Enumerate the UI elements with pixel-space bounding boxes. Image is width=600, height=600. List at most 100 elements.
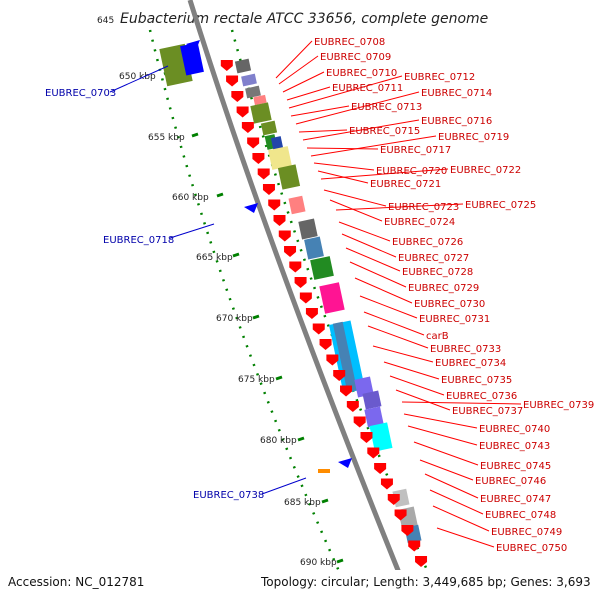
gene-feature-block[interactable]: [180, 42, 204, 76]
gene-forward-arrow[interactable]: [231, 91, 244, 102]
gene-feature-block[interactable]: [362, 390, 382, 410]
gene-forward-arrow[interactable]: [380, 478, 393, 490]
gene-forward-arrow[interactable]: [305, 308, 318, 319]
tick-mark: [321, 498, 329, 504]
label-leader-line: [359, 295, 418, 319]
gene-label-right: EUBREC_0737: [452, 406, 523, 417]
gene-feature-block[interactable]: [298, 218, 318, 240]
gene-forward-arrow[interactable]: [241, 122, 254, 133]
gene-feature-block[interactable]: [245, 85, 261, 99]
gene-forward-arrow[interactable]: [401, 525, 414, 536]
gene-feature-block[interactable]: [332, 321, 358, 393]
gene-forward-arrow[interactable]: [319, 339, 332, 350]
label-leader-line-left: [109, 65, 169, 93]
gene-forward-arrow[interactable]: [252, 153, 265, 164]
tick-label: 670 kbp: [216, 314, 253, 324]
gene-feature-block[interactable]: [369, 422, 393, 452]
genome-summary-text: Topology: circular; Length: 3,449,685 bp…: [260, 575, 591, 589]
gene-label-right: EUBREC_0747: [480, 494, 551, 505]
gene-forward-arrow[interactable]: [220, 60, 233, 71]
label-leader-line: [282, 71, 325, 93]
gene-forward-arrow[interactable]: [257, 168, 270, 180]
gene-label-left: EUBREC_0718: [103, 235, 174, 246]
gene-forward-arrow[interactable]: [262, 184, 275, 195]
gene-label-right: EUBREC_0715: [349, 126, 420, 137]
gene-forward-arrow[interactable]: [247, 137, 260, 149]
gene-forward-arrow[interactable]: [268, 199, 281, 211]
gene-reverse-arrow[interactable]: [244, 203, 258, 213]
gene-forward-arrow[interactable]: [340, 385, 353, 397]
gene-label-right: EUBREC_0739: [523, 400, 594, 411]
gene-feature-block[interactable]: [304, 236, 324, 260]
gene-label-right: EUBREC_0713: [351, 102, 422, 113]
gene-feature-block[interactable]: [270, 136, 284, 150]
gene-forward-arrow[interactable]: [333, 370, 346, 381]
gene-forward-arrow[interactable]: [284, 246, 297, 257]
gene-label-right: EUBREC_0740: [479, 424, 550, 435]
gene-feature-block[interactable]: [319, 282, 345, 314]
label-leader-line: [367, 325, 429, 349]
gene-forward-arrow[interactable]: [294, 277, 307, 288]
gene-feature-block[interactable]: [268, 146, 292, 170]
gene-feature-block[interactable]: [250, 102, 272, 124]
gene-label-right: EUBREC_0719: [438, 132, 509, 143]
label-leader-line: [413, 441, 479, 466]
accession-text: Accession: NC_012781: [8, 575, 144, 589]
gene-label-right: EUBREC_0709: [320, 52, 391, 63]
label-leader-line: [335, 203, 464, 211]
gene-label-right: EUBREC_0749: [491, 527, 562, 538]
gene-label-right: EUBREC_0720: [376, 166, 447, 177]
tick-label: 665 kbp: [196, 253, 233, 263]
gene-forward-arrow[interactable]: [360, 432, 373, 443]
gene-feature-block[interactable]: [260, 120, 278, 136]
gene-feature-block[interactable]: [354, 376, 374, 398]
gene-forward-arrow[interactable]: [394, 509, 407, 521]
gene-label-left: EUBREC_0703: [45, 88, 116, 99]
gene-feature-block[interactable]: [277, 164, 301, 190]
label-leader-line: [436, 527, 495, 548]
gene-label-right: EUBREC_0730: [414, 299, 485, 310]
gene-forward-arrow[interactable]: [236, 106, 249, 118]
tick-mark: [232, 252, 240, 258]
gene-feature-block[interactable]: [288, 195, 306, 215]
gene-forward-arrow[interactable]: [346, 401, 359, 412]
label-leader-line: [383, 361, 440, 380]
tick-label: 680 kbp: [260, 436, 297, 446]
gene-forward-arrow[interactable]: [387, 494, 400, 505]
tick-mark: [297, 436, 305, 442]
tick-mark: [336, 558, 344, 564]
gene-label-right: EUBREC_0721: [370, 179, 441, 190]
gene-feature-block[interactable]: [392, 488, 410, 508]
gene-forward-arrow[interactable]: [312, 323, 325, 335]
gene-label-right: EUBREC_0712: [404, 72, 475, 83]
gene-label-right: EUBREC_0746: [475, 476, 546, 487]
gene-forward-arrow[interactable]: [326, 354, 339, 366]
gene-feature-block[interactable]: [241, 73, 257, 87]
gene-forward-arrow[interactable]: [374, 463, 387, 474]
gene-label-right: EUBREC_0714: [421, 88, 492, 99]
gene-forward-arrow[interactable]: [353, 416, 366, 428]
gene-forward-arrow[interactable]: [415, 556, 428, 567]
gene-feature-block[interactable]: [310, 256, 334, 280]
gene-feature-block[interactable]: [253, 94, 267, 106]
gene-forward-arrow[interactable]: [273, 215, 286, 226]
gene-forward-arrow[interactable]: [226, 75, 239, 87]
label-leader-line: [329, 199, 383, 222]
gene-label-right: EUBREC_0736: [446, 391, 517, 402]
gene-feature-block[interactable]: [234, 58, 252, 74]
gene-label-left: EUBREC_0738: [193, 490, 264, 501]
gene-label-right: EUBREC_0731: [419, 314, 490, 325]
gene-forward-arrow[interactable]: [367, 447, 380, 459]
gene-forward-arrow[interactable]: [278, 230, 291, 242]
gene-label-right: EUBREC_0729: [408, 283, 479, 294]
tick-label: 690 kbp: [300, 558, 337, 568]
gene-reverse-arrow[interactable]: [338, 458, 352, 468]
gene-forward-arrow[interactable]: [299, 292, 312, 304]
gene-reverse-arrow[interactable]: [186, 40, 200, 50]
gene-feature-block[interactable]: [364, 406, 384, 428]
label-leader-line-left: [169, 223, 215, 239]
gene-forward-arrow[interactable]: [289, 261, 302, 273]
tick-label: 685 kbp: [284, 498, 321, 508]
gene-feature-small[interactable]: [318, 469, 330, 473]
gene-forward-arrow[interactable]: [408, 540, 421, 552]
